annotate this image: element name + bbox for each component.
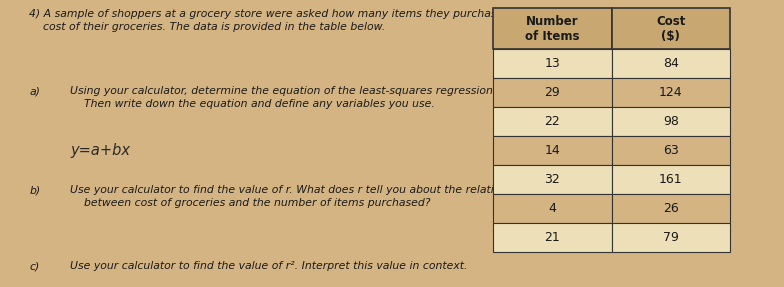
Bar [612, 165, 730, 194]
Text: 4) A sample of shoppers at a grocery store were asked how many items they purcha: 4) A sample of shoppers at a grocery sto… [29, 9, 584, 32]
Bar [612, 49, 730, 78]
Text: 29: 29 [544, 86, 560, 99]
Text: 22: 22 [544, 115, 560, 128]
Text: b): b) [29, 185, 40, 195]
Text: 4: 4 [548, 202, 556, 215]
Bar [612, 136, 730, 165]
Text: 13: 13 [544, 57, 560, 70]
Bar [493, 49, 612, 78]
Text: 26: 26 [663, 202, 679, 215]
Text: 21: 21 [544, 231, 560, 244]
Text: 14: 14 [544, 144, 560, 157]
Text: Use your calculator to find the value of r. What does r tell you about the relat: Use your calculator to find the value of… [71, 185, 530, 208]
Text: 79: 79 [662, 231, 679, 244]
Bar [493, 8, 612, 49]
Bar [612, 78, 730, 107]
Bar [612, 223, 730, 252]
Text: 124: 124 [659, 86, 683, 99]
Bar [493, 165, 612, 194]
Bar [493, 107, 612, 136]
Text: c): c) [29, 261, 39, 271]
Bar [493, 194, 612, 223]
Bar [493, 78, 612, 107]
Text: Cost
($): Cost ($) [656, 15, 685, 43]
Text: Using your calculator, determine the equation of the least-squares regression li: Using your calculator, determine the equ… [71, 86, 520, 109]
Text: Number
of Items: Number of Items [525, 15, 579, 43]
Text: 32: 32 [544, 173, 560, 186]
Bar [612, 194, 730, 223]
Bar [493, 223, 612, 252]
Bar [493, 136, 612, 165]
Text: 98: 98 [662, 115, 679, 128]
Text: 63: 63 [663, 144, 679, 157]
Text: 84: 84 [662, 57, 679, 70]
Text: y=a+bx: y=a+bx [71, 144, 130, 158]
Text: a): a) [29, 86, 40, 96]
Text: Use your calculator to find the value of r². Interpret this value in context.: Use your calculator to find the value of… [71, 261, 468, 271]
Text: 161: 161 [659, 173, 683, 186]
Bar [612, 8, 730, 49]
Bar [612, 107, 730, 136]
